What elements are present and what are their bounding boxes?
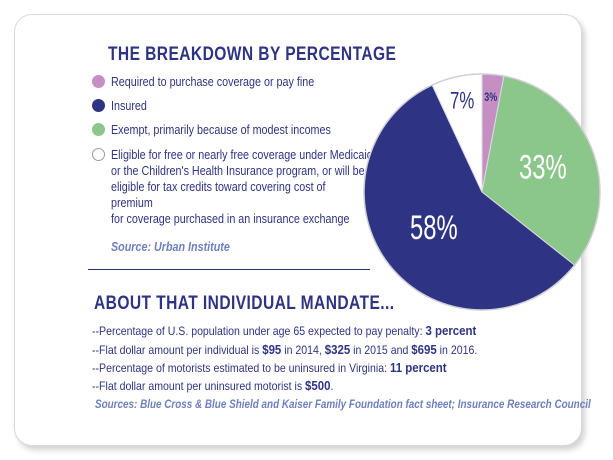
legend-item-eligible: Eligible for free or nearly free coverag… xyxy=(92,147,415,227)
legend-eligible-line-2: or the Children's Health Insurance progr… xyxy=(111,164,365,178)
legend-swatch-exempt xyxy=(92,123,105,136)
mandate-line-4-value: $500 xyxy=(305,378,331,393)
pie-label-2: 58% xyxy=(410,209,458,247)
mandate-line-2-text-a: --Flat dollar amount per individual is xyxy=(92,343,263,357)
pie-label-0: 3% xyxy=(484,91,497,105)
legend-item-required: Required to purchase coverage or pay fin… xyxy=(92,74,347,90)
mandate-line-2-value-2016: $695 xyxy=(411,342,437,357)
legend-label-exempt: Exempt, primarily because of modest inco… xyxy=(111,123,331,137)
section-divider xyxy=(88,269,370,270)
legend-eligible-line-3: eligible for tax credits toward covering… xyxy=(111,180,326,194)
legend-swatch-insured xyxy=(92,99,105,112)
legend-eligible-line-4: premium xyxy=(111,196,153,210)
mandate-title: ABOUT THAT INDIVIDUAL MANDATE... xyxy=(94,293,395,314)
mandate-line-2: --Flat dollar amount per individual is $… xyxy=(92,342,477,357)
legend-label-insured: Insured xyxy=(111,99,147,113)
mandate-line-2-text-d: in 2016. xyxy=(436,343,478,357)
mandate-line-2-text-b: in 2014, xyxy=(281,343,325,357)
legend-swatch-required xyxy=(92,75,105,88)
mandate-line-3-value: 11 percent xyxy=(389,360,447,375)
legend-label-eligible: Eligible for free or nearly free coverag… xyxy=(111,147,373,227)
mandate-line-1: --Percentage of U.S. population under ag… xyxy=(92,323,476,338)
pie-label-3: 7% xyxy=(450,88,474,115)
mandate-line-3: --Percentage of motorists estimated to b… xyxy=(92,360,447,375)
pie-label-1: 33% xyxy=(519,148,567,186)
pie-chart: 3% 33% 58% 7% xyxy=(363,73,601,311)
mandate-line-4-text: --Flat dollar amount per uninsured motor… xyxy=(92,379,306,393)
mandate-line-2-text-c: in 2015 and xyxy=(350,343,412,357)
legend-swatch-eligible xyxy=(92,148,105,161)
breakdown-title: THE BREAKDOWN BY PERCENTAGE xyxy=(108,44,397,65)
mandate-line-1-value: 3 percent xyxy=(425,323,477,338)
pie-outline xyxy=(363,73,601,311)
breakdown-source: Source: Urban Institute xyxy=(111,240,230,254)
mandate-line-4: --Flat dollar amount per uninsured motor… xyxy=(92,378,333,393)
mandate-line-3-text: --Percentage of motorists estimated to b… xyxy=(92,361,390,375)
legend-label-required: Required to purchase coverage or pay fin… xyxy=(111,75,315,89)
mandate-line-2-value-2014: $95 xyxy=(262,342,282,357)
mandate-line-4-period: . xyxy=(330,379,334,393)
mandate-line-1-text: --Percentage of U.S. population under ag… xyxy=(92,324,426,338)
legend-eligible-line-5: for coverage purchased in an insurance e… xyxy=(111,212,350,226)
legend-item-exempt: Exempt, primarily because of modest inco… xyxy=(92,122,367,138)
mandate-source: Sources: Blue Cross & Blue Shield and Ka… xyxy=(95,399,591,411)
legend-eligible-line-1: Eligible for free or nearly free coverag… xyxy=(111,148,373,162)
legend-item-insured: Insured xyxy=(92,98,153,114)
mandate-line-2-value-2015: $325 xyxy=(324,342,351,357)
